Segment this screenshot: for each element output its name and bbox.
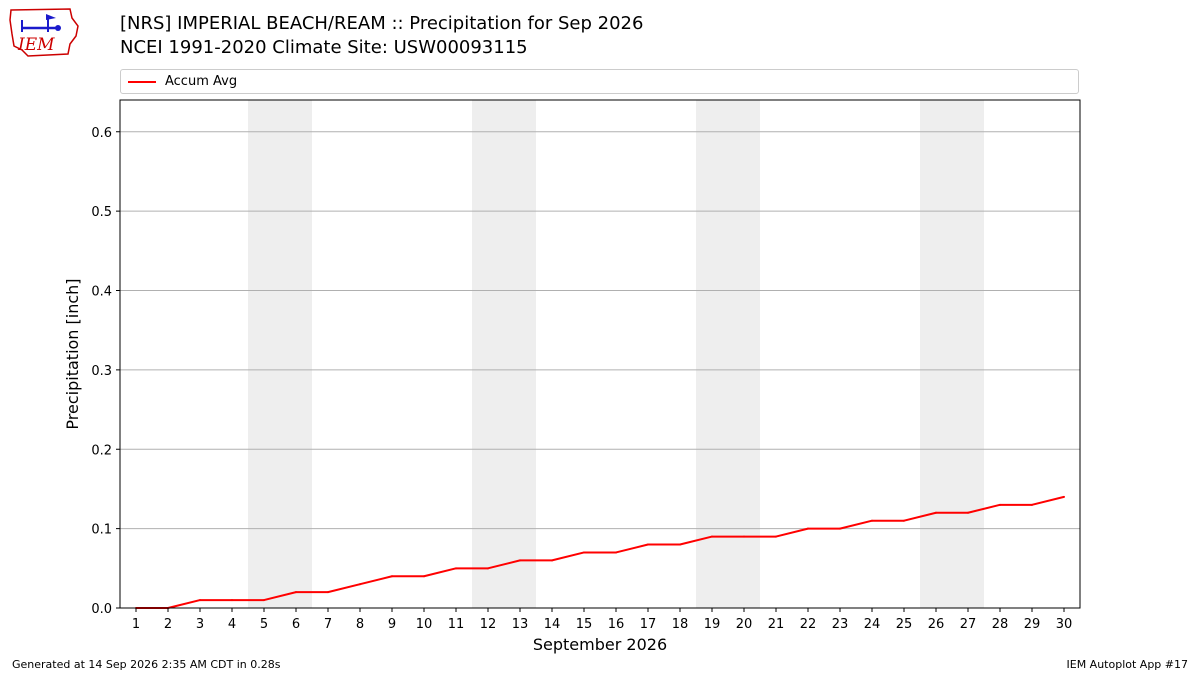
data-point [679,543,681,546]
y-tick-label: 0.3 [91,364,112,379]
x-tick-label: 13 [512,617,529,632]
weekend-band [248,100,312,608]
data-point [1063,495,1065,498]
x-tick-label: 7 [324,617,332,632]
y-tick-label: 0.5 [91,205,112,220]
x-tick-label: 15 [576,617,593,632]
chart-subtitle: NCEI 1991-2020 Climate Site: USW00093115 [120,37,528,58]
data-point [903,519,905,522]
data-point [327,591,329,594]
data-point [199,599,201,602]
data-point [455,567,457,570]
data-point [615,551,617,554]
x-tick-label: 14 [544,617,561,632]
x-tick-label: 27 [960,617,977,632]
data-point [359,583,361,586]
x-tick-label: 5 [260,617,268,632]
x-tick-label: 24 [864,617,881,632]
x-tick-label: 16 [608,617,625,632]
y-tick-label: 0.2 [91,443,112,458]
weekend-band [920,100,984,608]
weekend-band [696,100,760,608]
app-label: IEM Autoplot App #17 [1066,658,1189,671]
data-point [1031,503,1033,506]
series-line-accum-avg [136,495,1065,609]
x-axis-label: September 2026 [533,635,667,654]
x-tick-label: 30 [1056,617,1073,632]
plot-frame [119,99,1081,609]
data-point [551,559,553,562]
x-tick-label: 11 [448,617,465,632]
x-tick-label: 8 [356,617,364,632]
x-tick-label: 22 [800,617,817,632]
data-point [711,535,713,538]
chart-title: [NRS] IMPERIAL BEACH/REAM :: Precipitati… [120,13,644,34]
data-point [263,599,265,602]
generated-timestamp: Generated at 14 Sep 2026 2:35 AM CDT in … [12,658,281,671]
x-tick-label: 18 [672,617,689,632]
data-point [967,511,969,514]
x-tick-label: 21 [768,617,785,632]
data-point [775,535,777,538]
data-point [839,527,841,530]
data-point [487,567,489,570]
x-tick-label: 28 [992,617,1009,632]
logo-text: IEM [17,35,55,55]
x-tick-label: 23 [832,617,849,632]
data-point [807,527,809,530]
data-point [231,599,233,602]
data-point [583,551,585,554]
legend-swatch [128,81,156,83]
data-point [935,511,937,514]
iem-logo-graphic: IEM [9,8,79,57]
data-point [519,559,521,562]
y-tick-label: 0.4 [91,285,112,300]
x-tick-label: 1 [132,617,140,632]
x-tick-label: 9 [388,617,396,632]
y-tick-label: 0.6 [91,126,112,141]
y-tick-label: 0.0 [91,602,112,617]
legend-label: Accum Avg [165,74,238,89]
x-tick-label: 3 [196,617,204,632]
data-point [999,503,1001,506]
x-tick-label: 19 [704,617,721,632]
data-point [423,575,425,578]
x-tick-label: 12 [480,617,497,632]
x-tick-label: 26 [928,617,945,632]
x-tick-label: 4 [228,617,236,632]
x-tick-label: 29 [1024,617,1041,632]
legend: Accum Avg [120,69,1079,94]
y-axis-label: Precipitation [inch] [63,278,82,429]
iem-logo: IEM [8,6,80,58]
x-tick-label: 17 [640,617,657,632]
data-point [743,535,745,538]
data-point [871,519,873,522]
data-point [647,543,649,546]
y-tick-label: 0.1 [91,523,112,538]
x-tick-label: 25 [896,617,913,632]
data-point [391,575,393,578]
x-tick-label: 10 [416,617,433,632]
weekend-band [472,100,536,608]
x-tick-label: 20 [736,617,753,632]
data-point [295,591,297,594]
x-tick-label: 6 [292,617,300,632]
x-tick-label: 2 [164,617,172,632]
